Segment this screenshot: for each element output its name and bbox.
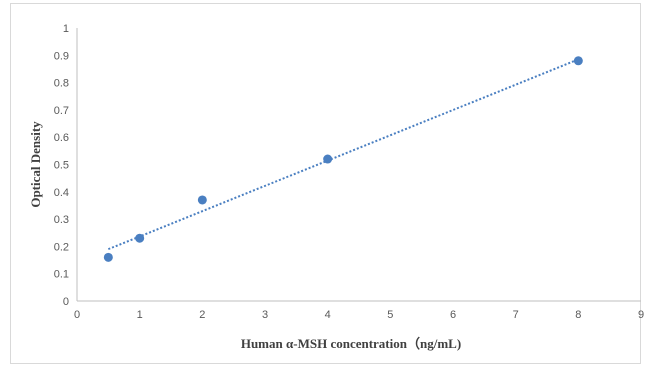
y-tick-label: 0.8 (54, 78, 69, 90)
data-point (323, 154, 333, 164)
y-tick-label: 0.2 (54, 241, 69, 253)
x-tick-label: 0 (74, 309, 80, 321)
data-point (197, 195, 207, 205)
x-tick-label: 5 (387, 309, 393, 321)
x-tick-label: 7 (513, 309, 519, 321)
y-tick-label: 0.5 (54, 160, 69, 172)
chart-frame (10, 3, 641, 364)
x-tick-label: 8 (575, 309, 581, 321)
y-axis: 0 0.1 0.2 0.3 0.4 0.5 0.6 0.7 0.8 0.9 1 (54, 23, 78, 308)
linear-trendline (107, 58, 579, 251)
y-tick-label: 0.6 (54, 132, 69, 144)
y-tick-label: 0.4 (54, 187, 69, 199)
y-tick-label: 0.9 (54, 50, 69, 62)
x-axis-title: Human α-MSH concentration（ng/mL) (241, 336, 461, 351)
data-point (573, 56, 583, 66)
data-points (103, 56, 583, 262)
trendline (107, 58, 579, 251)
x-tick-label: 6 (450, 309, 456, 321)
y-tick-label: 0.7 (54, 105, 69, 117)
x-tick-label: 4 (325, 309, 331, 321)
x-tick-label: 1 (137, 309, 143, 321)
x-tick-label: 2 (199, 309, 205, 321)
data-point (135, 233, 145, 243)
x-tick-label: 3 (262, 309, 268, 321)
x-tick-label: 9 (638, 309, 644, 321)
y-tick-label: 0.3 (54, 214, 69, 226)
y-tick-label: 0 (63, 296, 69, 308)
x-axis: 0 1 2 3 4 5 6 7 8 9 (74, 300, 644, 321)
y-tick-label: 0.1 (54, 269, 69, 281)
y-tick-label: 1 (63, 23, 69, 35)
y-axis-title: Optical Density (28, 121, 43, 208)
data-point (103, 252, 113, 262)
